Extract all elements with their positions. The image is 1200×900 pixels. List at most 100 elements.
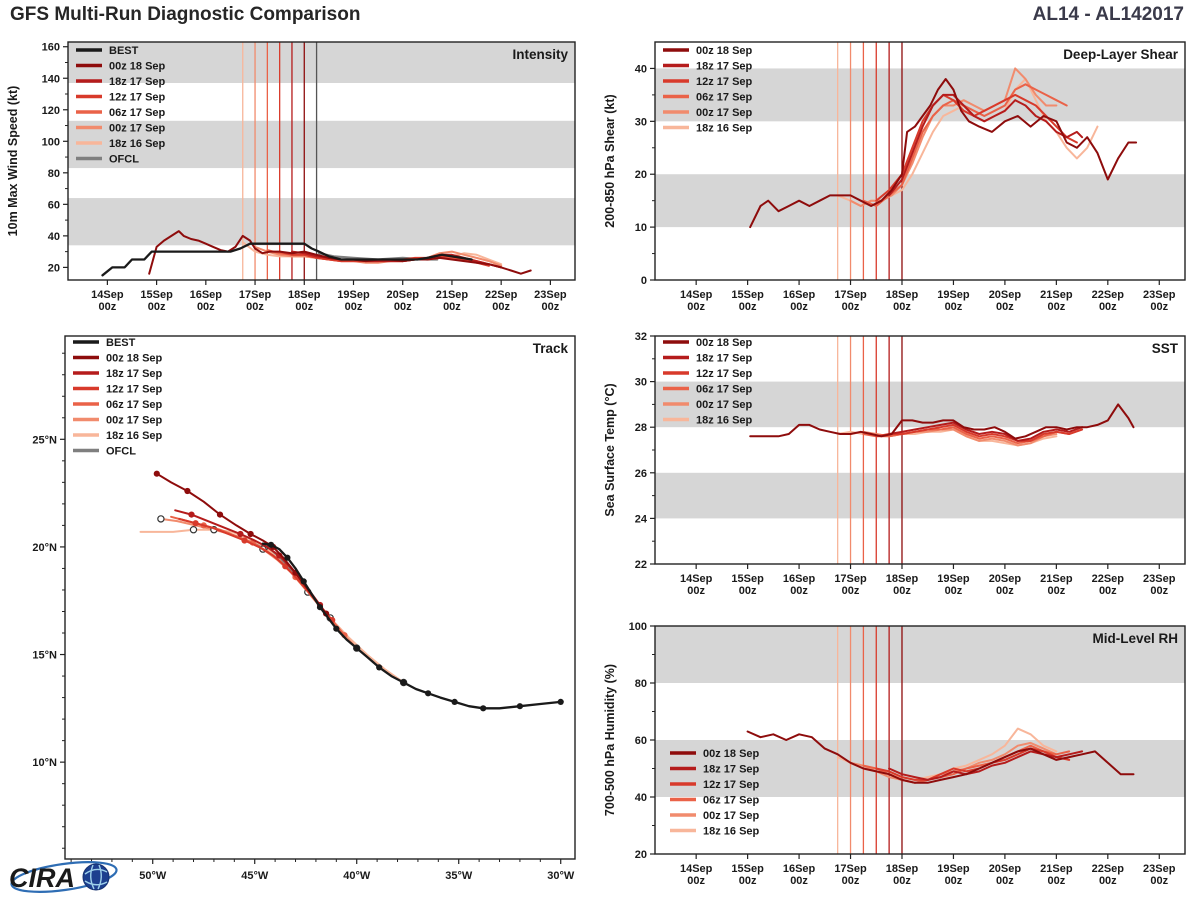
figure-title: GFS Multi-Run Diagnostic Comparison xyxy=(10,4,361,25)
legend-label: 00z 18 Sep xyxy=(106,353,163,365)
logo-orbit-icon xyxy=(10,861,118,893)
chart-element: 20°N xyxy=(32,542,57,554)
legend-label: 18z 17 Sep xyxy=(696,353,753,365)
shaded-band xyxy=(655,381,1185,428)
chart-element: 00z xyxy=(1047,585,1065,597)
chart-element: 120 xyxy=(42,105,60,117)
shaded-band xyxy=(68,198,575,246)
shaded-band xyxy=(655,740,1185,797)
chart-element: 19Sep xyxy=(937,573,970,585)
chart-element: 00z xyxy=(148,301,166,313)
chart-element: 17Sep xyxy=(834,289,867,301)
chart-element: 17Sep xyxy=(834,573,867,585)
cira-logo: CIRA xyxy=(9,861,118,893)
legend-label: 00z 17 Sep xyxy=(106,415,163,427)
track-point xyxy=(333,625,340,632)
shaded-band xyxy=(655,472,1185,519)
chart-element: 19Sep xyxy=(337,289,370,301)
chart-element: 18Sep xyxy=(886,289,919,301)
chart-element: 14Sep xyxy=(680,289,713,301)
series-18z-17-sep xyxy=(888,750,1084,781)
chart-element: 60 xyxy=(48,199,60,211)
legend-label: 06z 17 Sep xyxy=(696,384,753,396)
chart-element: 00z xyxy=(295,301,313,313)
chart-element: 00z xyxy=(790,585,808,597)
chart-element: 14Sep xyxy=(680,863,713,875)
track-point-open xyxy=(189,525,198,534)
chart-element: 00z xyxy=(1099,585,1117,597)
legend-label: 18z 16 Sep xyxy=(109,138,166,150)
chart-element: 00z xyxy=(1047,875,1065,887)
chart-element: 17Sep xyxy=(239,289,272,301)
track-point xyxy=(153,470,160,477)
chart-element: 00z xyxy=(1099,875,1117,887)
track-point xyxy=(353,645,360,652)
chart-element: 00z xyxy=(394,301,412,313)
series-12z-17-sep xyxy=(178,517,334,622)
series-18z-17-sep xyxy=(888,421,1084,442)
chart-element: 00z xyxy=(893,585,911,597)
chart-element: 00z xyxy=(893,875,911,887)
chart-element: 25°N xyxy=(32,434,57,446)
chart-element: 16Sep xyxy=(783,863,816,875)
track-point xyxy=(316,604,324,611)
chart-element: 30°W xyxy=(547,870,575,882)
track-point-open xyxy=(157,515,165,523)
chart-element: 20Sep xyxy=(989,863,1022,875)
legend-label: OFCL xyxy=(109,154,139,166)
chart-element: 00z xyxy=(842,585,860,597)
legend-label: 12z 17 Sep xyxy=(696,368,753,380)
chart-element: 40°W xyxy=(343,870,371,882)
chart-element: 18Sep xyxy=(886,863,919,875)
legend-label: 00z 18 Sep xyxy=(696,337,753,349)
legend-label: 00z 17 Sep xyxy=(703,810,760,822)
series-best xyxy=(261,542,562,710)
sst-chart: 14Sep00z15Sep00z16Sep00z17Sep00z18Sep00z… xyxy=(603,331,1186,597)
chart-element: 160 xyxy=(42,42,60,54)
track-point xyxy=(300,578,307,585)
chart-element: 20 xyxy=(635,849,647,861)
chart-element: 21Sep xyxy=(1040,573,1073,585)
chart-element: 80 xyxy=(48,168,60,180)
series-12z-17-sep xyxy=(875,93,1078,202)
legend-label: 00z 17 Sep xyxy=(109,123,166,135)
legend-label: 18z 16 Sep xyxy=(696,415,753,427)
series-00z-18-sep xyxy=(749,78,1138,229)
storm-id-title: AL14 - AL142017 xyxy=(1032,4,1184,25)
chart-element: 00z xyxy=(443,301,461,313)
legend-label: 06z 17 Sep xyxy=(106,399,163,411)
chart-element: 22Sep xyxy=(1092,863,1125,875)
chart-element: 00z xyxy=(1150,585,1168,597)
series-18z-16-sep xyxy=(139,528,405,684)
y-axis-label: Sea Surface Temp (°C) xyxy=(603,383,617,516)
legend-label: 00z 17 Sep xyxy=(696,107,753,119)
legend-label: 00z 17 Sep xyxy=(696,399,753,411)
chart-element: 00z xyxy=(996,301,1014,313)
series-00z-18-sep xyxy=(155,472,328,615)
legend-label: 18z 17 Sep xyxy=(106,368,163,380)
legend-label: 18z 17 Sep xyxy=(696,61,753,73)
plot-frame xyxy=(64,335,576,860)
track-point xyxy=(451,698,458,705)
intensity-chart: 14Sep00z15Sep00z16Sep00z17Sep00z18Sep00z… xyxy=(6,41,576,313)
chart-element: 16Sep xyxy=(190,289,223,301)
panel-title: Intensity xyxy=(512,47,568,62)
series-18z-17-sep xyxy=(888,93,1084,197)
y-axis-label: 200-850 hPa Shear (kt) xyxy=(603,94,617,227)
legend-label: 00z 18 Sep xyxy=(703,748,760,760)
chart-element: 30 xyxy=(635,116,647,128)
legend-label: BEST xyxy=(106,337,136,349)
chart-element: 20Sep xyxy=(989,289,1022,301)
track-point xyxy=(216,511,224,518)
series-06z-17-sep xyxy=(170,515,346,637)
chart-element: 22 xyxy=(635,559,647,571)
track-point xyxy=(284,554,291,561)
chart-element: 15°N xyxy=(32,650,57,662)
series-12z-17-sep xyxy=(875,423,1084,442)
chart-element: 22Sep xyxy=(1092,573,1125,585)
chart-element: 15Sep xyxy=(731,573,764,585)
shaded-band xyxy=(655,68,1185,122)
track-point xyxy=(480,705,487,712)
chart-element: 00z xyxy=(945,875,963,887)
chart-element: 00z xyxy=(1150,875,1168,887)
